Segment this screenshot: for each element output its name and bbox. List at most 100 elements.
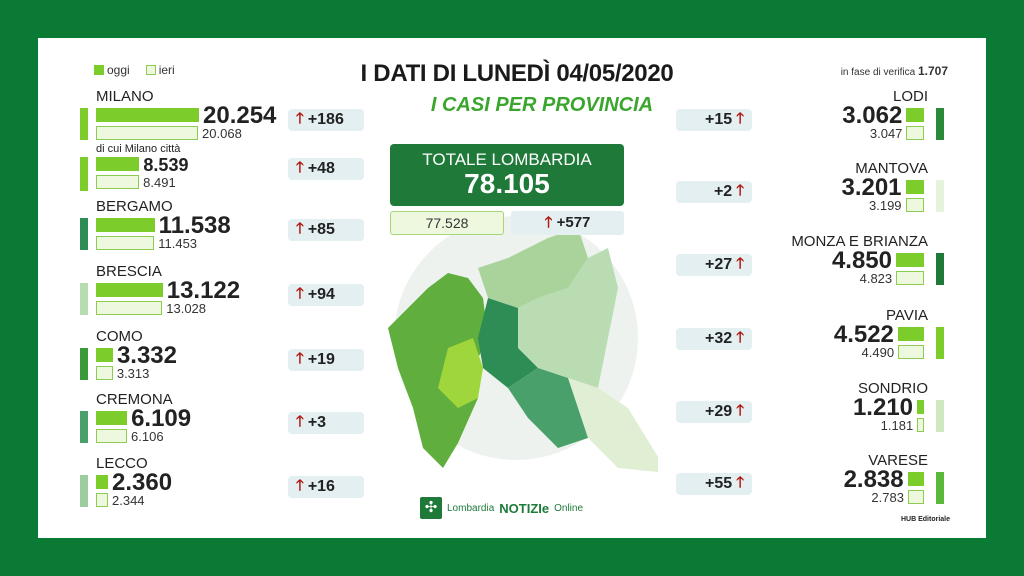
infographic-panel: oggi ieri I DATI DI LUNEDÌ 04/05/2020 I … xyxy=(38,38,986,538)
today-bar xyxy=(907,472,924,486)
yesterday-value: 2.783 xyxy=(871,490,904,505)
logo-text: Lombardia xyxy=(447,502,495,514)
delta-badge: 🡑 +85 xyxy=(288,219,364,241)
province-name: BERGAMO xyxy=(96,198,173,215)
today-bar xyxy=(96,108,199,122)
page-subtitle: I CASI PER PROVINCIA xyxy=(430,94,654,116)
total-box: TOTALE LOMBARDIA 78.105 xyxy=(390,144,624,206)
delta-badge: +15 🡑 xyxy=(676,109,752,131)
yesterday-bar xyxy=(905,198,924,212)
delta-badge: 🡑 +19 xyxy=(288,349,364,371)
today-value: 2.838 xyxy=(843,466,904,493)
delta-value: +19 xyxy=(307,351,335,368)
total-delta: 🡑 +577 xyxy=(511,211,624,235)
yesterday-value: 3.313 xyxy=(116,366,150,381)
map-region-east xyxy=(518,248,618,388)
yesterday-bar xyxy=(907,490,924,504)
province-color-indicator xyxy=(936,180,944,212)
arrow-up-icon: 🡑 xyxy=(736,109,744,127)
logo-suffix: Online xyxy=(554,502,584,514)
arrow-up-icon: 🡑 xyxy=(296,476,304,494)
yesterday-value: 4.490 xyxy=(861,345,895,360)
today-value: 4.850 xyxy=(831,247,892,274)
yesterday-value: 1.181 xyxy=(880,418,914,433)
province-color-indicator xyxy=(936,253,944,285)
today-bar xyxy=(896,253,924,267)
delta-badge: +27 🡑 xyxy=(676,254,752,276)
delta-value: +94 xyxy=(307,286,335,303)
province-name: LODI xyxy=(892,88,928,105)
yesterday-bar xyxy=(917,418,924,432)
legend-yesterday-label: ieri xyxy=(158,63,175,77)
today-bar xyxy=(905,180,924,194)
today-value: 2.360 xyxy=(112,469,173,496)
arrow-up-icon: 🡑 xyxy=(296,284,304,302)
province-name: VARESE xyxy=(868,452,928,469)
today-value: 11.538 xyxy=(158,212,231,239)
verification-value: 1.707 xyxy=(917,64,948,78)
today-bar xyxy=(917,400,924,414)
yesterday-bar xyxy=(96,175,140,189)
province-color-indicator xyxy=(80,108,88,140)
yesterday-swatch xyxy=(145,65,156,75)
today-bar xyxy=(96,411,128,425)
logo-bold: NOTIZIe xyxy=(499,500,550,516)
today-value: 13.122 xyxy=(166,277,241,304)
yesterday-bar xyxy=(96,301,163,315)
province-name: MILANO xyxy=(96,88,154,105)
legend-today-label: oggi xyxy=(107,63,130,77)
province-color-indicator xyxy=(936,327,944,359)
today-bar xyxy=(96,348,113,362)
total-previous: 77.528 xyxy=(390,211,504,235)
lombardia-notizie-logo: ✣ Lombardia NOTIZIe Online xyxy=(420,497,583,519)
map-region-milano xyxy=(438,338,483,408)
delta-value: +55 xyxy=(705,475,733,492)
delta-badge: +55 🡑 xyxy=(676,473,752,495)
delta-value: +3 xyxy=(307,414,327,431)
delta-value: +2 xyxy=(713,183,733,200)
today-bar xyxy=(96,283,163,297)
yesterday-value: 8.491 xyxy=(143,175,176,190)
map-region-center xyxy=(478,298,538,388)
delta-value: +48 xyxy=(307,160,335,177)
arrow-up-icon: 🡑 xyxy=(736,401,744,419)
delta-value: +16 xyxy=(307,478,335,495)
delta-badge: +32 🡑 xyxy=(676,328,752,350)
yesterday-value: 6.106 xyxy=(131,429,164,444)
today-value: 1.210 xyxy=(852,394,914,421)
today-swatch xyxy=(94,65,104,75)
today-value: 20.254 xyxy=(203,102,277,129)
delta-badge: 🡑 +3 xyxy=(288,412,364,434)
delta-badge: +2 🡑 xyxy=(676,181,752,203)
today-value: 3.332 xyxy=(116,342,177,369)
logo-mark-icon: ✣ xyxy=(420,497,442,519)
verification-label: in fase di verifica xyxy=(840,67,916,78)
delta-value: +186 xyxy=(307,111,344,128)
arrow-up-icon: 🡑 xyxy=(296,158,304,176)
yesterday-value: 13.028 xyxy=(166,301,207,316)
arrow-up-icon: 🡑 xyxy=(736,254,744,272)
yesterday-bar xyxy=(96,429,128,443)
today-value: 3.201 xyxy=(841,174,902,201)
delta-badge: +29 🡑 xyxy=(676,401,752,423)
credit: HUB Editoriale xyxy=(900,516,950,523)
arrow-up-icon: 🡑 xyxy=(736,181,744,199)
province-color-indicator xyxy=(80,348,88,380)
yesterday-value: 3.047 xyxy=(869,126,903,141)
yesterday-value: 3.199 xyxy=(869,198,902,213)
map-region-north xyxy=(478,228,588,308)
province-name: CREMONA xyxy=(96,391,173,408)
province-name: LECCO xyxy=(96,455,148,472)
arrow-up-icon: 🡑 xyxy=(736,473,744,491)
map-region-west xyxy=(388,273,488,468)
total-label: TOTALE LOMBARDIA xyxy=(422,150,592,169)
total-delta-value: +577 xyxy=(556,214,591,231)
today-value: 3.062 xyxy=(842,102,903,129)
yesterday-value: 20.068 xyxy=(202,126,242,141)
legend: oggi ieri xyxy=(94,63,175,77)
province-name: BRESCIA xyxy=(96,263,162,280)
yesterday-value: 11.453 xyxy=(158,236,198,251)
today-bar xyxy=(897,327,924,341)
delta-value: +29 xyxy=(705,403,733,420)
yesterday-bar xyxy=(896,271,924,285)
